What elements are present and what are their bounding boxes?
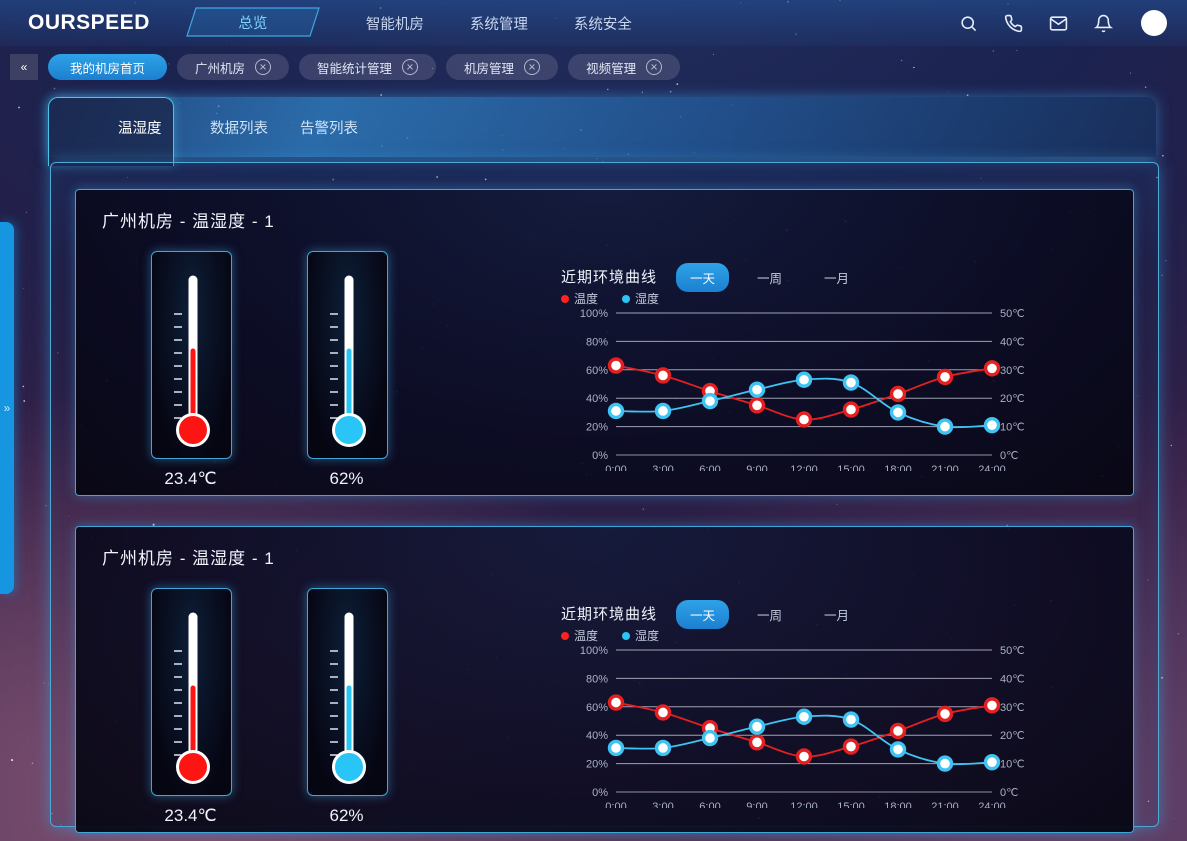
svg-text:6:00: 6:00 — [699, 464, 720, 471]
svg-text:0℃: 0℃ — [1000, 787, 1018, 799]
svg-text:100%: 100% — [580, 645, 608, 657]
svg-text:30℃: 30℃ — [1000, 702, 1025, 714]
svg-text:100%: 100% — [580, 308, 608, 320]
svg-text:20℃: 20℃ — [1000, 730, 1025, 742]
svg-text:40%: 40% — [586, 393, 608, 405]
svg-text:10℃: 10℃ — [1000, 759, 1025, 771]
svg-text:60%: 60% — [586, 702, 608, 714]
svg-text:15:00: 15:00 — [837, 801, 865, 808]
svg-text:24:00: 24:00 — [978, 801, 1006, 808]
svg-text:40℃: 40℃ — [1000, 336, 1025, 348]
svg-text:50℃: 50℃ — [1000, 645, 1025, 657]
svg-text:3:00: 3:00 — [652, 801, 673, 808]
svg-text:20℃: 20℃ — [1000, 393, 1025, 405]
svg-text:80%: 80% — [586, 673, 608, 685]
svg-text:0%: 0% — [592, 450, 608, 462]
svg-text:0:00: 0:00 — [605, 464, 626, 471]
svg-text:21:00: 21:00 — [931, 801, 959, 808]
svg-text:21:00: 21:00 — [931, 464, 959, 471]
svg-text:24:00: 24:00 — [978, 464, 1006, 471]
svg-text:80%: 80% — [586, 336, 608, 348]
svg-text:18:00: 18:00 — [884, 801, 912, 808]
svg-text:12:00: 12:00 — [790, 801, 818, 808]
svg-text:3:00: 3:00 — [652, 464, 673, 471]
svg-text:6:00: 6:00 — [699, 801, 720, 808]
svg-text:12:00: 12:00 — [790, 464, 818, 471]
svg-text:20%: 20% — [586, 759, 608, 771]
svg-text:60%: 60% — [586, 365, 608, 377]
svg-text:0:00: 0:00 — [605, 801, 626, 808]
svg-text:9:00: 9:00 — [746, 801, 767, 808]
svg-text:40%: 40% — [586, 730, 608, 742]
svg-text:15:00: 15:00 — [837, 464, 865, 471]
svg-text:9:00: 9:00 — [746, 464, 767, 471]
svg-text:40℃: 40℃ — [1000, 673, 1025, 685]
svg-text:0%: 0% — [592, 787, 608, 799]
svg-text:0℃: 0℃ — [1000, 450, 1018, 462]
svg-text:50℃: 50℃ — [1000, 308, 1025, 320]
svg-text:20%: 20% — [586, 422, 608, 434]
svg-text:10℃: 10℃ — [1000, 422, 1025, 434]
svg-text:30℃: 30℃ — [1000, 365, 1025, 377]
svg-text:18:00: 18:00 — [884, 464, 912, 471]
